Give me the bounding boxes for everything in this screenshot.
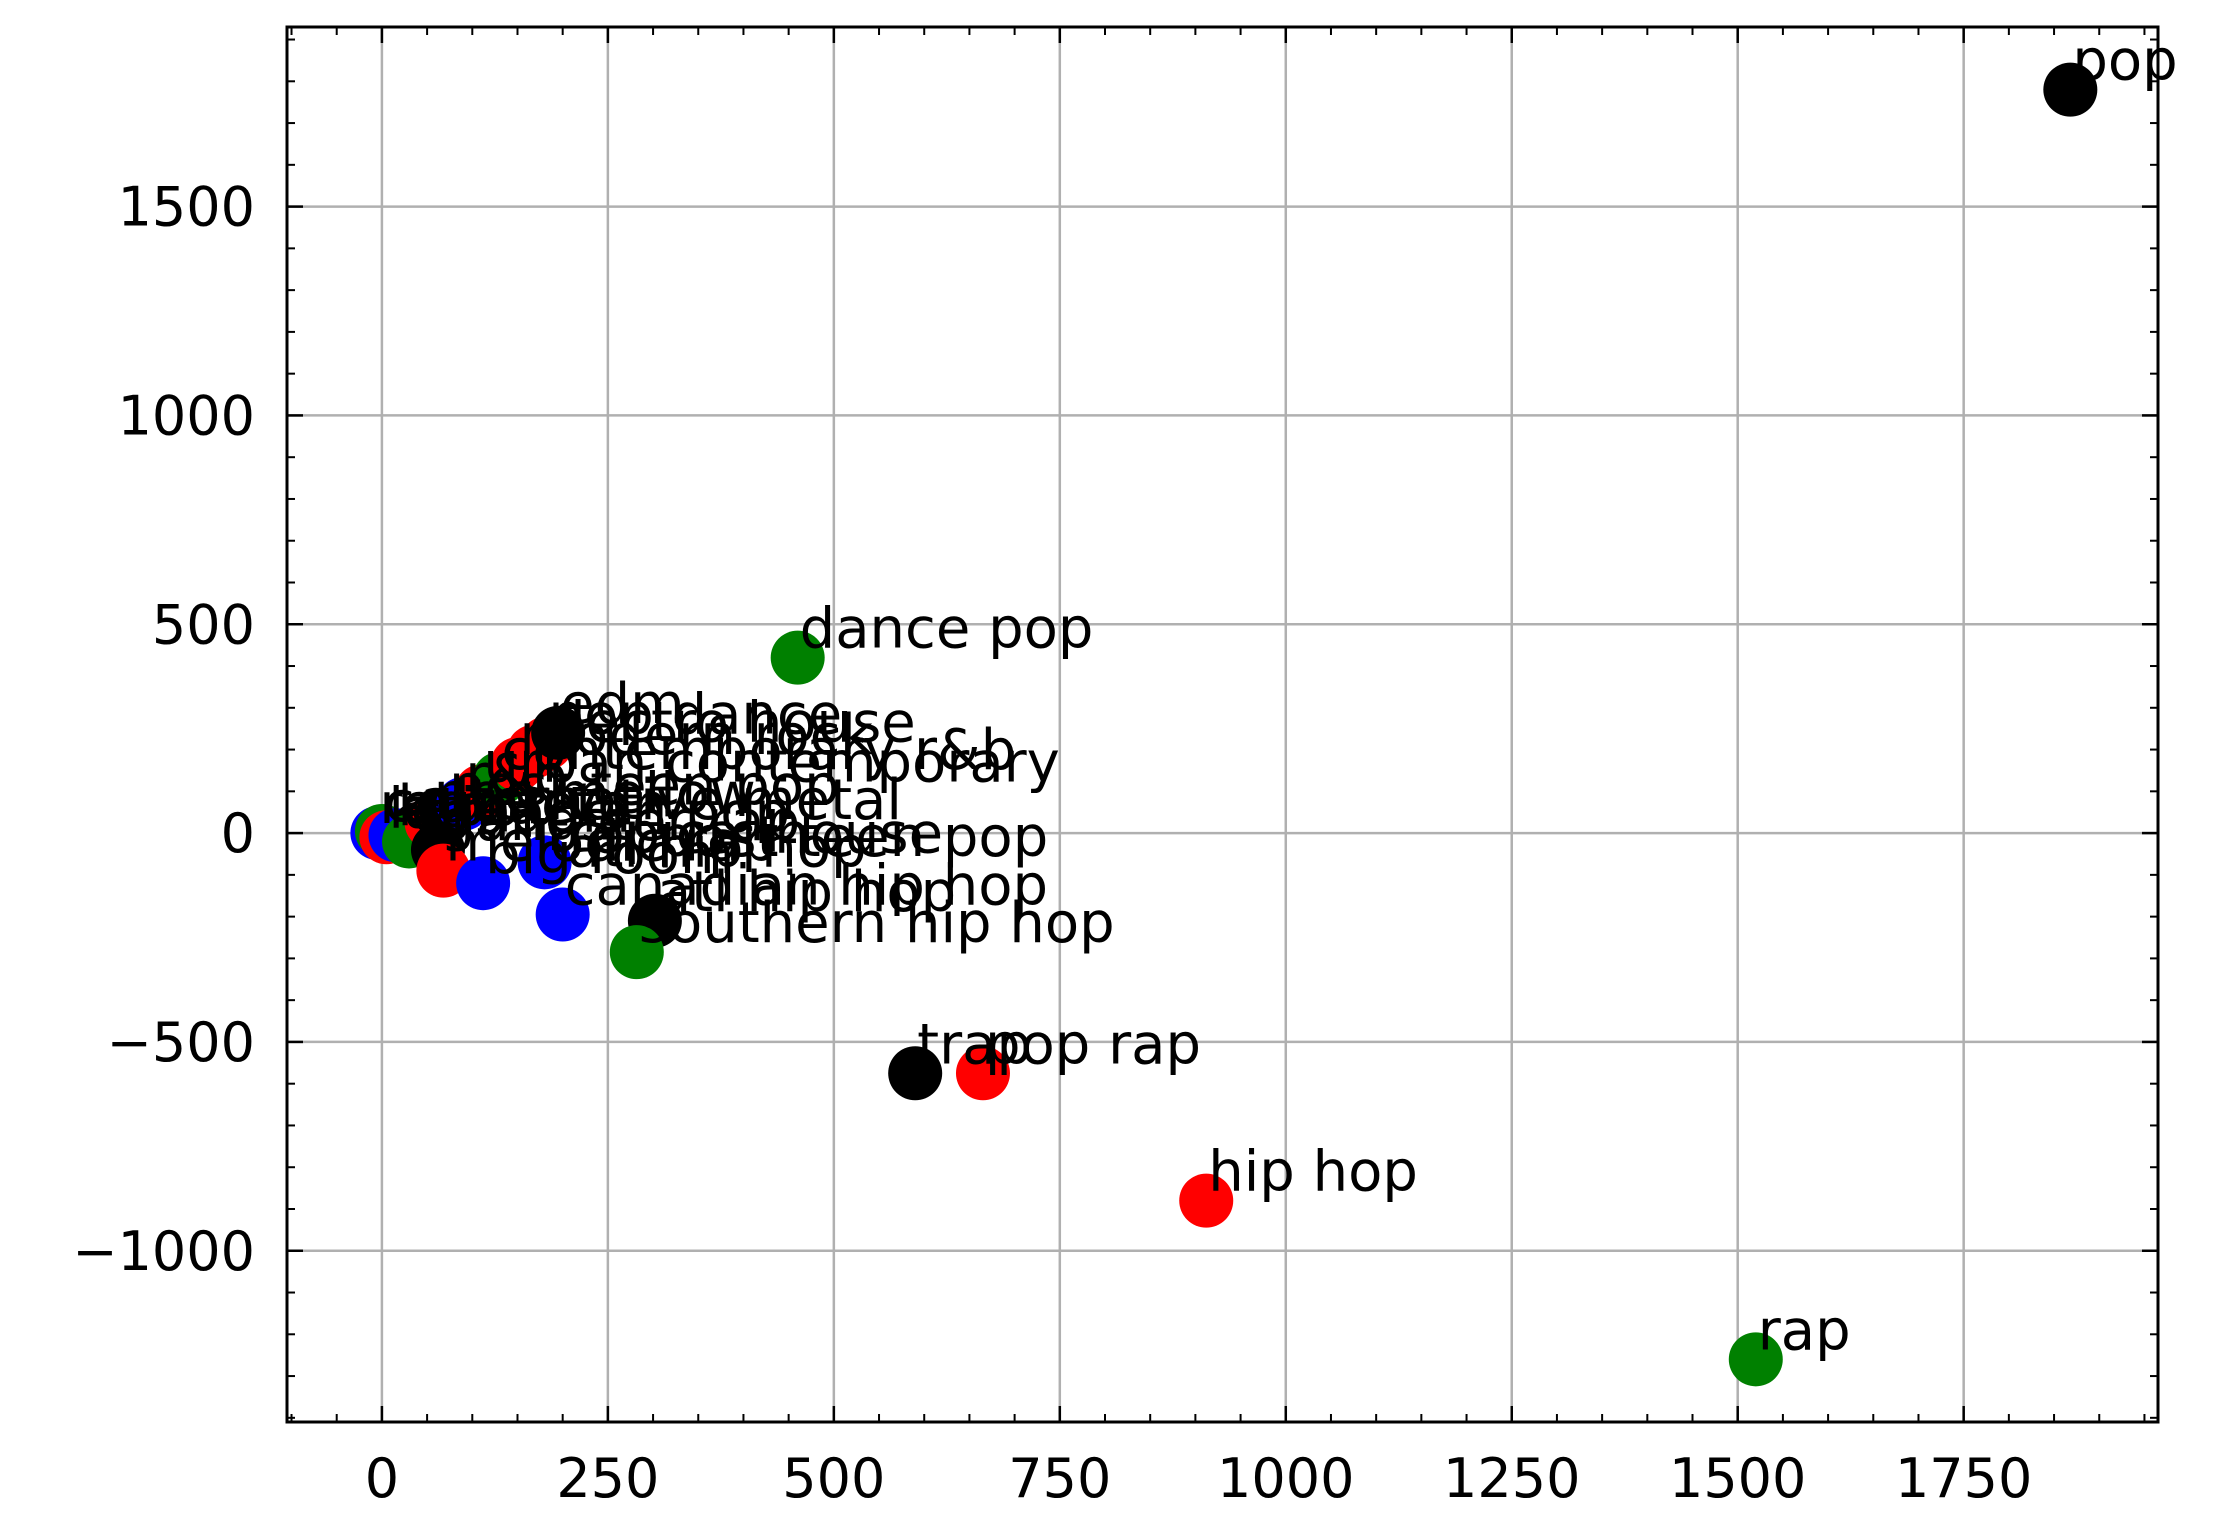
point-label: tropical house <box>547 801 943 866</box>
x-tick-label: 0 <box>365 1447 399 1510</box>
point-label: rap <box>1758 1298 1851 1363</box>
data-point <box>2043 62 2098 117</box>
grid-lines <box>287 27 2158 1422</box>
point-label: atl hip hop <box>657 860 956 925</box>
x-tick-label: 750 <box>1008 1447 1111 1510</box>
data-point <box>535 887 590 942</box>
point-label: melodic rap <box>445 810 776 875</box>
point-label: k-pop <box>397 774 555 839</box>
x-tick-label: 1750 <box>1895 1447 2032 1510</box>
x-tick-label: 1250 <box>1443 1447 1580 1510</box>
point-label: dance pop <box>800 597 1094 662</box>
x-tick-label: 250 <box>556 1447 659 1510</box>
point-label: canadian hip hop <box>565 854 1048 919</box>
data-point <box>1179 1173 1234 1228</box>
point-label: neo mellow <box>434 762 756 827</box>
tick-labels: 0 250 500 750 1000 1250 1500 1750 −1000 −500 0 500 1… <box>72 176 2032 1510</box>
point-label: pop <box>2072 29 2177 94</box>
point-label: urban contemporary <box>483 730 1060 795</box>
point-label: gangster rap <box>440 789 800 854</box>
point-label: edm <box>560 672 685 737</box>
data-point <box>456 856 511 911</box>
point-label: modern rock <box>519 703 873 768</box>
point-label: reggaeton <box>379 772 667 837</box>
y-tick-label: 1000 <box>118 384 255 447</box>
data-point <box>955 1046 1010 1101</box>
data-point <box>888 1046 943 1101</box>
x-tick-label: 500 <box>782 1447 885 1510</box>
plot-frame <box>285 25 2160 1424</box>
y-tick-label: −1000 <box>72 1220 255 1283</box>
point-label: pop dance <box>548 682 842 747</box>
point-label: latin <box>388 776 511 841</box>
data-point <box>609 925 664 980</box>
point-label: contemporary r&b <box>501 718 1016 783</box>
point-label: hip hop <box>1208 1140 1418 1205</box>
x-tick-label: 1500 <box>1669 1447 1806 1510</box>
point-label: southern hip hop <box>639 891 1115 956</box>
point-label: trap <box>917 1012 1032 1077</box>
point-label: pop rap <box>985 1012 1201 1077</box>
point-label: post-teen pop <box>449 753 840 818</box>
data-point <box>770 630 825 685</box>
data-point <box>531 705 586 760</box>
data-point <box>517 835 572 890</box>
point-label: post-teen pop <box>658 805 1049 870</box>
point-label: country <box>384 770 598 835</box>
point-label: alternative metal <box>420 768 902 833</box>
data-point <box>1728 1332 1783 1387</box>
point-label: atl hip hop <box>567 816 866 881</box>
point-label: r&b <box>465 743 567 808</box>
x-tick-label: 1000 <box>1217 1447 1354 1510</box>
point-label: electro house <box>536 691 916 756</box>
data-points <box>350 62 2098 1387</box>
y-tick-label: 1500 <box>118 176 255 239</box>
point-label: canadian pop <box>411 780 790 845</box>
y-tick-label: 500 <box>152 593 255 656</box>
y-tick-label: 0 <box>221 802 255 865</box>
y-tick-label: −500 <box>107 1011 255 1074</box>
point-label: big room <box>485 822 734 887</box>
